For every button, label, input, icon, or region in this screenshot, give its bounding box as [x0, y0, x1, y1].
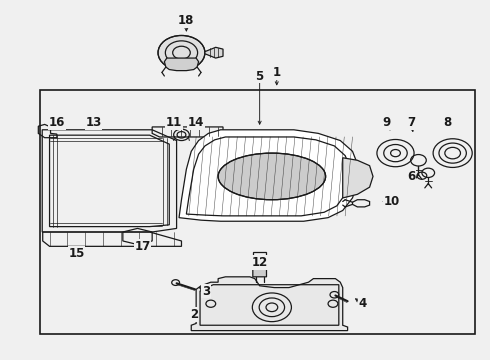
Polygon shape	[253, 261, 267, 277]
Polygon shape	[205, 47, 223, 58]
Text: 12: 12	[251, 256, 268, 269]
Text: 3: 3	[202, 285, 210, 298]
Text: 15: 15	[68, 247, 85, 260]
Text: 5: 5	[255, 69, 264, 82]
Text: 8: 8	[443, 116, 452, 129]
Text: 18: 18	[178, 14, 195, 27]
Polygon shape	[343, 158, 373, 198]
Ellipse shape	[218, 153, 326, 200]
Text: 11: 11	[166, 116, 182, 129]
Text: 4: 4	[358, 297, 367, 310]
Bar	[40, 90, 475, 334]
Text: 6: 6	[407, 170, 415, 183]
Polygon shape	[191, 277, 347, 330]
Text: 14: 14	[188, 116, 204, 129]
Text: 1: 1	[273, 66, 281, 79]
Polygon shape	[164, 58, 198, 71]
Polygon shape	[179, 130, 357, 221]
Text: 7: 7	[407, 116, 415, 129]
Circle shape	[158, 36, 205, 70]
Text: 9: 9	[383, 116, 391, 129]
Text: 2: 2	[190, 308, 198, 321]
Text: 10: 10	[384, 195, 400, 208]
Text: 13: 13	[85, 116, 101, 129]
Text: 16: 16	[49, 116, 65, 129]
Text: 17: 17	[134, 240, 150, 253]
